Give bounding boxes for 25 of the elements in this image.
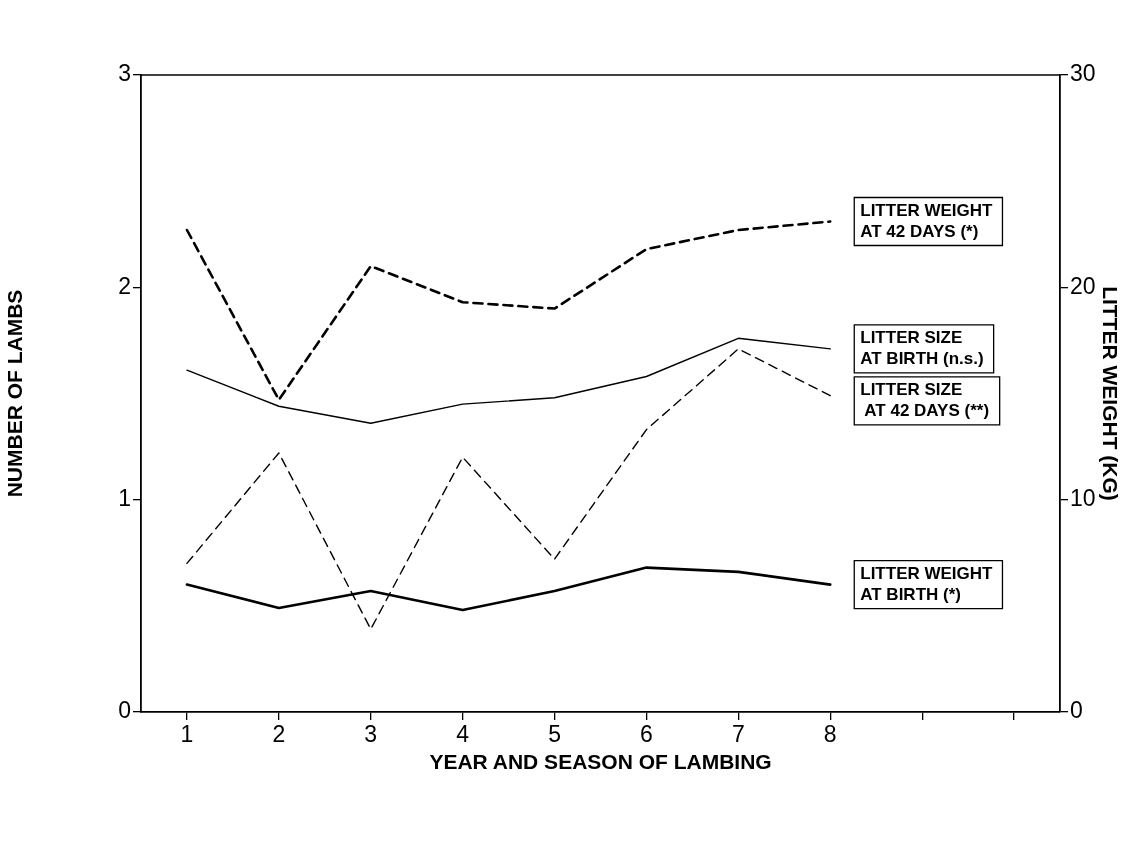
y2-tick-label: 0 — [1070, 697, 1083, 724]
y2-tick-label: 30 — [1070, 60, 1096, 87]
line-series — [185, 220, 832, 402]
x-tick-label: 2 — [272, 721, 286, 748]
y-tick-label: 1 — [118, 485, 131, 512]
x-tick-label: 5 — [548, 721, 561, 748]
series-label: LITTER SIZE AT BIRTH (n.s.) — [860, 328, 984, 369]
y-tick-label: 2 — [118, 272, 131, 299]
x-tick-label: 3 — [364, 721, 378, 748]
y2-tick-label: 20 — [1070, 272, 1096, 299]
series-label: LITTER WEIGHT AT BIRTH (*) — [860, 563, 994, 604]
x-tick-label: 6 — [640, 721, 653, 748]
line-series — [186, 348, 831, 630]
y-tick-label: 3 — [118, 60, 131, 87]
y-tick-label: 0 — [118, 697, 131, 724]
x-tick-label: 1 — [180, 721, 194, 748]
x-axis-title: YEAR AND SEASON OF LAMBING — [429, 750, 772, 774]
y2-tick-label: 10 — [1070, 485, 1096, 512]
x-tick-label: 4 — [456, 721, 470, 748]
x-tick-label: 8 — [823, 721, 837, 748]
series-label: LITTER SIZE AT 42 DAYS (**) — [860, 380, 990, 421]
series-label: LITTER WEIGHT AT 42 DAYS (*) — [860, 200, 994, 241]
x-tick-label: 7 — [731, 721, 745, 748]
y2-axis-title: LITTER WEIGHT (KG) — [1098, 286, 1122, 501]
y-axis-title: NUMBER OF LAMBS — [3, 289, 27, 498]
